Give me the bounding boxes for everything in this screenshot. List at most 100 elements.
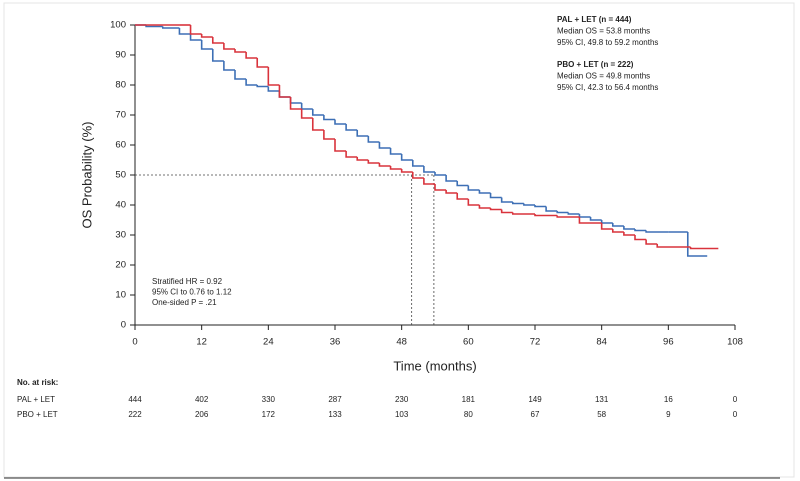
survival-step bbox=[161, 26, 180, 29]
survival-step bbox=[434, 172, 447, 176]
x-tick-label: 96 bbox=[663, 337, 674, 348]
legend-detail: Median OS = 53.8 months bbox=[557, 27, 650, 36]
survival-step bbox=[645, 230, 669, 233]
survival-step bbox=[556, 211, 569, 214]
survival-step bbox=[578, 214, 591, 218]
survival-step bbox=[367, 160, 380, 164]
survival-step bbox=[689, 247, 719, 250]
y-tick-label: 20 bbox=[115, 260, 126, 271]
survival-step bbox=[400, 154, 413, 161]
risk-count: 80 bbox=[464, 410, 473, 419]
survival-step bbox=[289, 97, 302, 104]
survival-step bbox=[267, 67, 280, 86]
y-tick-label: 90 bbox=[115, 50, 126, 61]
legend-entry: PAL + LET (n = 444) bbox=[557, 15, 632, 24]
x-tick-label: 108 bbox=[727, 337, 743, 348]
survival-step bbox=[334, 139, 347, 152]
survival-step bbox=[234, 70, 247, 80]
survival-step bbox=[478, 190, 491, 194]
risk-count: 172 bbox=[262, 410, 276, 419]
risk-table-title: No. at risk: bbox=[17, 378, 58, 387]
survival-step bbox=[367, 136, 380, 143]
survival-step bbox=[489, 193, 502, 199]
survival-step bbox=[645, 239, 658, 245]
frame bbox=[3, 2, 795, 478]
survival-step bbox=[589, 217, 602, 221]
survival-step bbox=[411, 160, 424, 167]
survival-step bbox=[189, 25, 202, 35]
risk-count: 222 bbox=[128, 410, 142, 419]
survival-step bbox=[245, 52, 258, 59]
survival-step bbox=[634, 235, 647, 241]
survival-step bbox=[500, 197, 513, 203]
annotation: One-sided P = .21 bbox=[152, 298, 217, 307]
survival-step bbox=[223, 61, 235, 71]
survival-step bbox=[423, 178, 435, 185]
survival-step bbox=[478, 205, 491, 209]
y-tick-label: 40 bbox=[115, 200, 126, 211]
risk-count: 0 bbox=[733, 395, 738, 404]
survival-step bbox=[211, 37, 224, 44]
y-tick-label: 30 bbox=[115, 230, 126, 241]
survival-step bbox=[211, 49, 224, 62]
survival-step bbox=[256, 58, 269, 68]
survival-step bbox=[200, 40, 213, 50]
risk-count: 133 bbox=[328, 410, 342, 419]
survival-step bbox=[311, 118, 324, 131]
survival-step bbox=[534, 214, 558, 217]
survival-step bbox=[634, 229, 647, 232]
risk-count: 58 bbox=[597, 410, 606, 419]
survival-step bbox=[623, 232, 635, 236]
risk-count: 402 bbox=[195, 395, 209, 404]
x-tick-label: 0 bbox=[132, 337, 137, 348]
survival-step bbox=[467, 185, 480, 191]
survival-step bbox=[189, 34, 202, 41]
survival-step bbox=[234, 49, 247, 53]
risk-count: 16 bbox=[664, 395, 673, 404]
survival-step bbox=[267, 86, 280, 92]
annotation: 95% CI to 0.76 to 1.12 bbox=[152, 288, 232, 297]
risk-count: 103 bbox=[395, 410, 409, 419]
y-axis-label: OS Probability (%) bbox=[79, 122, 94, 229]
survival-step bbox=[200, 34, 213, 38]
survival-step bbox=[567, 212, 580, 215]
legend-detail: Median OS = 49.8 months bbox=[557, 72, 650, 81]
legend-detail: 95% CI, 42.3 to 56.4 months bbox=[557, 83, 658, 92]
survival-step bbox=[434, 184, 447, 191]
x-tick-label: 36 bbox=[330, 337, 341, 348]
risk-count: 287 bbox=[328, 395, 342, 404]
x-tick-label: 12 bbox=[196, 337, 207, 348]
survival-step bbox=[345, 124, 358, 131]
risk-row-name: PBO + LET bbox=[17, 410, 58, 419]
survival-step bbox=[489, 208, 502, 211]
risk-count: 181 bbox=[462, 395, 476, 404]
risk-count: 9 bbox=[666, 410, 671, 419]
survival-step bbox=[600, 223, 613, 230]
survival-step bbox=[356, 130, 369, 137]
risk-count: 330 bbox=[262, 395, 276, 404]
legend-entry: PBO + LET (n = 222) bbox=[557, 60, 634, 69]
risk-count: 67 bbox=[531, 410, 540, 419]
survival-step bbox=[445, 190, 458, 194]
y-tick-label: 70 bbox=[115, 110, 126, 121]
survival-step bbox=[311, 109, 324, 116]
x-tick-label: 84 bbox=[596, 337, 607, 348]
survival-step bbox=[456, 181, 469, 187]
survival-step bbox=[389, 148, 402, 155]
risk-count: 206 bbox=[195, 410, 209, 419]
survival-step bbox=[323, 115, 335, 121]
survival-step bbox=[289, 97, 302, 110]
survival-step bbox=[656, 244, 691, 248]
risk-count: 149 bbox=[528, 395, 542, 404]
risk-count: 444 bbox=[128, 395, 142, 404]
survival-step bbox=[523, 203, 535, 206]
y-tick-label: 10 bbox=[115, 290, 126, 301]
survival-step bbox=[511, 212, 535, 215]
survival-step bbox=[245, 79, 258, 86]
survival-step bbox=[545, 206, 558, 212]
survival-step bbox=[323, 130, 335, 140]
survival-step bbox=[623, 226, 635, 230]
survival-step bbox=[411, 172, 424, 179]
y-tick-label: 0 bbox=[121, 320, 126, 331]
